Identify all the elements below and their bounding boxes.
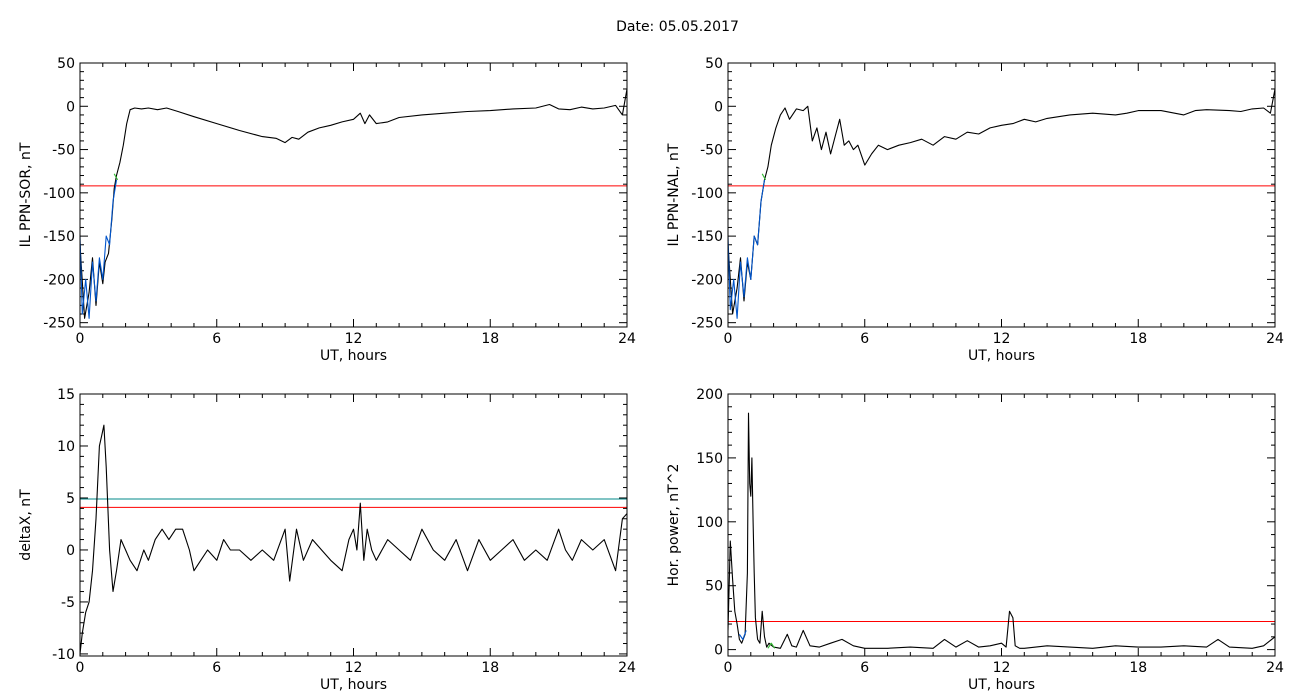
page-title: Date: 05.05.2017 [616, 19, 739, 35]
x-tick-label: 18 [481, 331, 499, 347]
y-tick-label: -100 [691, 186, 723, 202]
x-tick-label: 0 [724, 331, 733, 347]
y-tick-label: 50 [705, 579, 723, 595]
x-tick-label: 6 [212, 331, 221, 347]
series-line-3 [767, 642, 776, 649]
x-tick-label: 12 [993, 660, 1011, 676]
x-tick-label: 12 [345, 660, 363, 676]
y-tick-label: -150 [691, 229, 723, 245]
plot-frame [79, 62, 628, 328]
y-tick-label: 5 [66, 491, 75, 507]
y-tick-label: 10 [57, 439, 75, 455]
y-axis-label: Hor. power, nT^2 [666, 464, 682, 587]
y-tick-label: 50 [57, 56, 75, 72]
plot-frame [727, 62, 1276, 328]
y-tick-label: -50 [52, 143, 75, 159]
y-tick-label: -200 [43, 272, 75, 288]
plot-frame [727, 393, 1276, 657]
x-tick-label: 6 [860, 331, 869, 347]
y-axis-label: IL PPN-NAL, nT [666, 143, 682, 246]
series-line-3 [761, 173, 767, 181]
plot-frame [79, 393, 628, 657]
x-tick-label: 24 [1266, 660, 1284, 676]
y-tick-label: 100 [696, 515, 723, 531]
y-tick-label: 150 [696, 451, 723, 467]
series-line-2 [728, 179, 766, 319]
x-tick-label: 18 [1129, 660, 1147, 676]
panel-4: 0 6 12 18 24 200 150 100 50 0 UT, hours Hor. power,… [666, 387, 1284, 693]
y-tick-label: -100 [43, 186, 75, 202]
x-tick-label: 24 [618, 331, 636, 347]
y-axis-label: IL PPN-SOR, nT [18, 142, 34, 247]
y-tick-label: -250 [691, 316, 723, 332]
y-tick-label: -5 [61, 595, 75, 611]
x-tick-label: 24 [1266, 331, 1284, 347]
y-tick-label: -250 [43, 316, 75, 332]
x-tick-label: 6 [860, 660, 869, 676]
series-line-2 [80, 179, 118, 319]
series-line-1 [80, 88, 627, 319]
x-tick-label: 18 [481, 660, 499, 676]
series-line-2 [738, 630, 747, 640]
x-tick-label: 12 [993, 331, 1011, 347]
panel-3: 0 6 12 18 24 15 10 5 0 -5 -10 UT, hours deltaX, nT [18, 387, 636, 693]
panel-1: 0 6 12 18 24 50 0 -50 -100 -150 -200 -250 UT, hours I… [18, 56, 636, 364]
y-tick-label: 200 [696, 387, 723, 403]
series-line-1 [728, 412, 1275, 649]
series-line-1 [80, 424, 627, 654]
y-tick-label: 0 [66, 543, 75, 559]
y-tick-label: 0 [714, 99, 723, 115]
x-tick-label: 12 [345, 331, 363, 347]
series-line-1 [728, 88, 1275, 315]
x-tick-label: 0 [724, 660, 733, 676]
x-tick-label: 18 [1129, 331, 1147, 347]
x-axis-label: UT, hours [320, 348, 387, 364]
y-tick-label: 15 [57, 387, 75, 403]
x-tick-label: 6 [212, 660, 221, 676]
y-tick-label: 50 [705, 56, 723, 72]
y-tick-label: -200 [691, 272, 723, 288]
x-axis-label: UT, hours [320, 677, 387, 693]
y-tick-label: -10 [52, 647, 75, 663]
y-tick-label: -50 [700, 143, 723, 159]
x-tick-label: 24 [618, 660, 636, 676]
panel-2: 0 6 12 18 24 50 0 -50 -100 -150 -200 -250 UT, hours I… [666, 56, 1284, 364]
series-line-3 [113, 173, 119, 181]
x-axis-label: UT, hours [968, 677, 1035, 693]
x-axis-label: UT, hours [968, 348, 1035, 364]
y-tick-label: -150 [43, 229, 75, 245]
y-tick-label: 0 [66, 99, 75, 115]
x-tick-label: 0 [76, 331, 85, 347]
x-tick-label: 0 [76, 660, 85, 676]
y-tick-label: 0 [714, 643, 723, 659]
y-axis-label: deltaX, nT [18, 489, 34, 561]
